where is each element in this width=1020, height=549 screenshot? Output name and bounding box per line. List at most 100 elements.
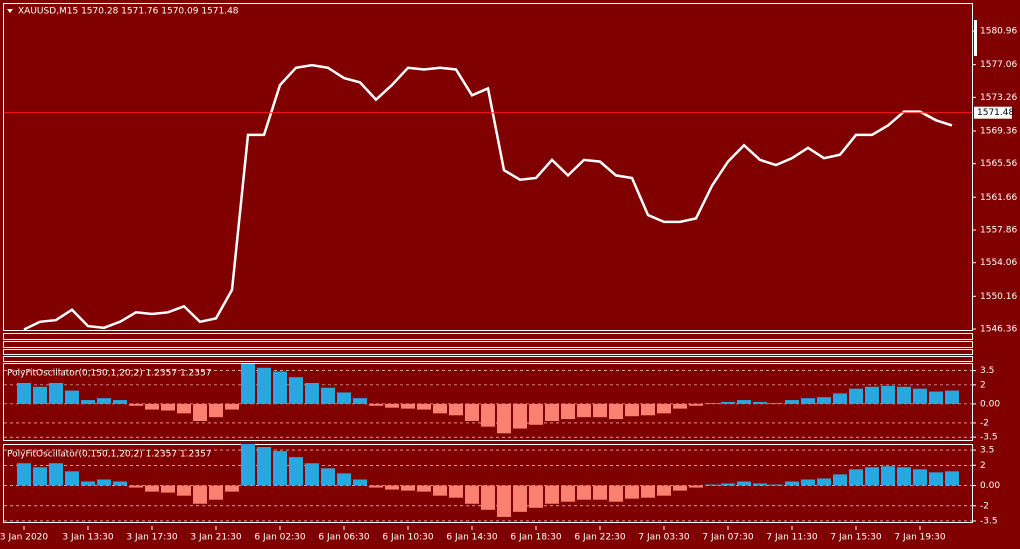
osc-bar (161, 403, 175, 411)
osc-bar (897, 386, 911, 404)
osc-bar (209, 485, 223, 500)
osc-bar (113, 481, 127, 486)
price-line (23, 63, 953, 331)
osc-bar (241, 444, 255, 486)
main-frame (3, 3, 973, 331)
osc-bar (81, 400, 95, 404)
osc-bar (865, 386, 879, 404)
osc-bar (625, 403, 639, 417)
time-label: 6 Jan 02:30 (254, 533, 306, 543)
osc-bar (417, 403, 431, 410)
time-label: 6 Jan 06:30 (318, 533, 370, 543)
osc-bar (913, 388, 927, 404)
osc-bar (721, 483, 735, 486)
dropdown-icon (7, 9, 13, 13)
osc-bar (289, 457, 303, 486)
current-price-box (974, 106, 1012, 119)
osc-bar (609, 485, 623, 502)
osc-bar (337, 392, 351, 404)
osc-bar (513, 403, 527, 429)
osc-bar (529, 403, 543, 425)
y-tick-label: 1550.16 (980, 292, 1017, 302)
osc-bar (145, 485, 159, 492)
y-tick-label: 1573.26 (980, 93, 1017, 103)
osc-bar (545, 485, 559, 504)
osc-bar (481, 485, 495, 510)
osc-bar (257, 367, 271, 404)
osc-bar (433, 403, 447, 414)
osc-bar (129, 485, 143, 488)
osc-bar (449, 403, 463, 416)
osc-bar (737, 400, 751, 404)
y-tick-label: 3.5 (980, 366, 994, 376)
y-tick-label: 1580.96 (980, 27, 1017, 37)
osc-bar (545, 403, 559, 421)
y-tick-label: 1577.06 (980, 60, 1017, 70)
y-tick-label: -2 (980, 501, 989, 511)
osc-bar (65, 471, 79, 486)
osc-bar (417, 485, 431, 492)
y-tick-label: 1546.36 (980, 325, 1017, 335)
osc-bar (673, 403, 687, 409)
osc-bar (769, 402, 783, 404)
time-label: 7 Jan 07:30 (702, 533, 754, 543)
osc-bar (17, 382, 31, 404)
osc-bar (737, 481, 751, 486)
osc-bar (353, 398, 367, 404)
osc-bar (321, 468, 335, 486)
osc-bar (881, 466, 895, 486)
y-tick-label: -2 (980, 418, 989, 428)
osc-bar (577, 485, 591, 500)
osc-bar (49, 382, 63, 404)
osc-bar (97, 398, 111, 404)
osc-bar (273, 451, 287, 486)
osc-bar (561, 403, 575, 420)
empty-subwindow (3, 356, 973, 362)
osc-bar (929, 391, 943, 404)
time-label: 6 Jan 22:30 (574, 533, 626, 543)
osc-bar (273, 371, 287, 404)
osc-bar (753, 401, 767, 404)
y-tick-label: 0.00 (980, 399, 1000, 409)
osc-bar (721, 401, 735, 404)
osc-title: PolyFitOscillator(0,150,1,20,2) 1.2357 1… (7, 450, 211, 460)
osc-bar (817, 397, 831, 404)
osc-bar (881, 385, 895, 404)
osc-bar (689, 403, 703, 406)
osc-title: PolyFitOscillator(0,150,1,20,2) 1.2357 1… (7, 369, 211, 379)
current-price-label: 1571.48 (977, 108, 1014, 118)
y-tick-label: 1565.56 (980, 159, 1017, 169)
osc-bar (385, 403, 399, 408)
osc-bar (785, 481, 799, 486)
osc-bar (833, 393, 847, 404)
osc-bar (801, 479, 815, 486)
osc-bar (97, 479, 111, 486)
osc-bar (641, 403, 655, 416)
osc-bar (369, 403, 383, 406)
osc-bar (945, 471, 959, 486)
osc-bar (129, 403, 143, 406)
osc-bar (369, 485, 383, 488)
osc-bar (161, 485, 175, 493)
osc-bar (561, 485, 575, 502)
osc-bar (657, 403, 671, 414)
osc-bar (481, 403, 495, 427)
y-tick-label: 0.00 (980, 481, 1000, 491)
osc-bar (817, 478, 831, 486)
osc-bar (785, 400, 799, 404)
osc-bar (865, 467, 879, 486)
osc-bar (113, 400, 127, 404)
osc-bar (689, 485, 703, 488)
time-label: 7 Jan 15:30 (830, 533, 882, 543)
osc-bar (209, 403, 223, 418)
y-tick-label: -3.5 (980, 516, 998, 526)
osc-bar (385, 485, 399, 490)
time-label: 7 Jan 19:30 (894, 533, 946, 543)
osc-bar (321, 387, 335, 404)
osc-bar (577, 403, 591, 418)
y-tick-label: 1569.36 (980, 126, 1017, 136)
y-tick-label: 3.5 (980, 446, 994, 456)
empty-subwindow (3, 341, 973, 348)
osc-bar (193, 485, 207, 504)
